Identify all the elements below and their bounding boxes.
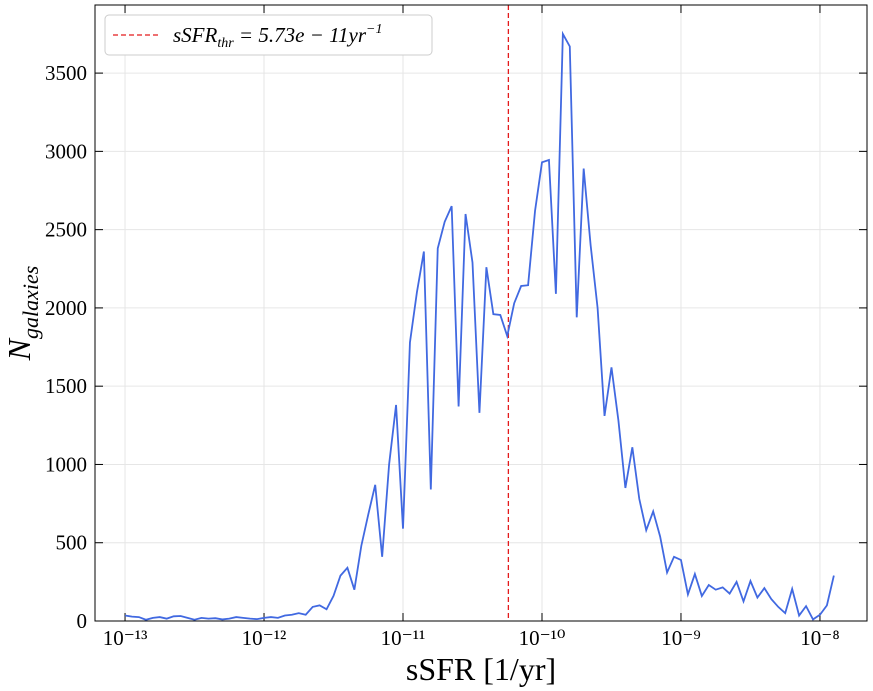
x-tick-label: 10⁻¹² (242, 626, 287, 650)
x-tick-label: 10⁻¹⁰ (519, 626, 566, 650)
y-axis-label: Ngalaxies (1, 266, 43, 362)
legend-sup: −1 (366, 22, 382, 37)
y-tick-label: 1500 (45, 374, 87, 398)
legend-sub: thr (217, 36, 234, 51)
legend-label: sSFRthr = 5.73e − 11yr−1 (173, 22, 382, 51)
y-tick-label: 1000 (45, 452, 87, 476)
x-tick-label: 10⁻¹³ (103, 626, 148, 650)
y-tick-label: 0 (77, 609, 88, 633)
x-tick-label: 10⁻⁹ (661, 626, 700, 650)
x-tick-label: 10⁻¹¹ (381, 626, 426, 650)
x-axis-label: sSFR [1/yr] (406, 651, 556, 687)
legend-base: sSFR (173, 23, 218, 47)
y-tick-label: 500 (56, 531, 88, 555)
legend-rest: = 5.73e − 11yr (234, 23, 367, 47)
y-tick-label: 2500 (45, 218, 87, 242)
plot-frame (94, 4, 868, 622)
x-tick-label: 10⁻⁸ (800, 626, 839, 650)
y-label-base: N (1, 337, 37, 361)
y-tick-label: 3500 (45, 61, 87, 85)
y-tick-label: 3000 (45, 139, 87, 163)
y-tick-label: 2000 (45, 296, 87, 320)
legend-box (104, 14, 433, 56)
data-line (124, 30, 835, 621)
y-label-sub: galaxies (18, 266, 43, 339)
